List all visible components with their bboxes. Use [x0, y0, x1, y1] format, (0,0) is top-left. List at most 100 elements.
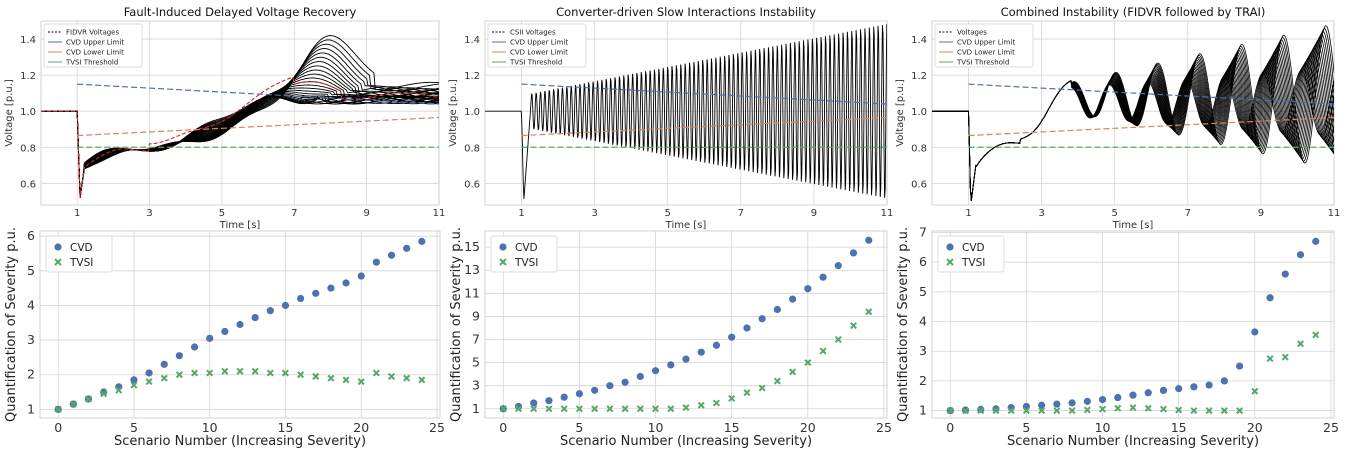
y-tick-label: 3 — [919, 343, 927, 358]
legend-marker-cvd — [54, 243, 62, 251]
legend-marker-tvsi — [946, 258, 954, 266]
y-tick-label: 15 — [464, 239, 480, 254]
tvsi-point — [1144, 404, 1152, 412]
x-axis-label: Scenario Number (Increasing Severity) — [114, 434, 366, 449]
y-tick-label: 11 — [464, 285, 480, 300]
cvd-point — [1251, 328, 1259, 336]
tvsi-point — [652, 405, 660, 413]
cvd-point — [1129, 391, 1137, 399]
tvsi-point — [84, 395, 92, 403]
cvd-point — [1266, 294, 1274, 302]
tvsi-point — [160, 374, 168, 382]
cvd-point — [743, 324, 751, 332]
y-tick-label: 3 — [472, 378, 480, 393]
y-tick-label: 1.4 — [911, 35, 927, 46]
tvsi-point — [175, 371, 183, 379]
y-tick-label: 1 — [472, 401, 480, 416]
cvd-point — [636, 372, 644, 381]
tvsi-point — [946, 407, 954, 415]
tvsi-point — [1296, 340, 1305, 348]
tvsi-point — [115, 386, 123, 394]
tvsi-point — [758, 384, 766, 392]
cvd-point — [849, 249, 858, 257]
y-tick-label: 2 — [919, 373, 927, 388]
y-tick-label: 1.2 — [20, 71, 36, 82]
axes-frame — [39, 230, 441, 419]
axes-frame — [484, 20, 888, 206]
tvsi-point — [1099, 405, 1107, 413]
x-tick-label: 5 — [575, 420, 583, 435]
cvd-point — [327, 284, 335, 292]
legend-box — [934, 23, 1034, 68]
y-tick-label: 1.2 — [464, 71, 480, 82]
y-axis-label: Quantification of Severity p.u. — [449, 227, 464, 422]
tvsi-point — [1007, 407, 1015, 415]
legend: FIDVR Voltages CVD Upper Limit CVD Lower L… — [43, 23, 143, 68]
y-tick-label: 4 — [919, 314, 927, 329]
x-tick-label: 0 — [946, 420, 954, 435]
y-tick-label: 0.8 — [20, 143, 36, 154]
legend-box — [937, 235, 1005, 273]
cvd-series — [499, 236, 873, 413]
x-tick-label: 5 — [665, 208, 671, 219]
x-tick-label: 25 — [1323, 420, 1339, 435]
x-tick-label: 1 — [518, 208, 524, 219]
cvd-point — [865, 236, 873, 244]
y-tick-label: 1.4 — [464, 35, 480, 46]
legend-label: CVD Lower Limit — [957, 49, 1015, 57]
cvd-point — [1068, 399, 1076, 407]
cvd-point — [621, 378, 629, 386]
voltage-traces — [41, 35, 439, 198]
y-tick-label: 0.8 — [911, 143, 927, 154]
y-tick-label: 1.0 — [911, 107, 927, 118]
tvsi-point — [1205, 407, 1213, 415]
legend-label: CVD Upper Limit — [957, 39, 1015, 47]
y-tick-label: 6 — [27, 228, 35, 243]
cvd-point — [1235, 362, 1244, 370]
tvsi-point — [961, 407, 970, 415]
tvsi-point — [514, 405, 523, 413]
tvsi-point — [865, 308, 873, 316]
voltage-trace — [932, 55, 1334, 201]
tvsi-series — [946, 331, 1320, 415]
y-tick-label: 5 — [472, 355, 480, 370]
cvd-point — [403, 244, 411, 252]
grid — [932, 231, 1334, 418]
y-tick-label: 9 — [472, 308, 480, 323]
cvd-point — [575, 390, 584, 398]
voltage-trace — [41, 48, 439, 198]
y-axis-label: Quantification of Severity p.u. — [4, 227, 19, 422]
tvsi-point — [773, 377, 781, 385]
y-tick-label: 1 — [27, 401, 35, 416]
tvsi-point — [418, 376, 426, 384]
chart-4: 0 5 10 15 20 25 1 2 3 4 5 6 Scenario Number (Increas… — [4, 227, 445, 449]
tvsi-point — [1022, 407, 1030, 415]
tvsi-point — [327, 374, 335, 382]
voltage-traces — [485, 24, 887, 199]
chart-2: 1 3 5 7 9 11 0.6 0.8 1.0 1.2 1.4 Time [s] Voltage [p… — [448, 5, 893, 231]
tvsi-point — [712, 399, 720, 407]
cvd-point — [545, 397, 553, 405]
tvsi-point — [545, 405, 553, 413]
tvsi-point — [743, 389, 751, 397]
legend-label: CVD Upper Limit — [510, 39, 568, 47]
cvd-point — [834, 262, 842, 270]
cvd-point — [712, 341, 721, 349]
tvsi-point — [1281, 353, 1289, 361]
tvsi-point — [372, 369, 380, 377]
tvsi-point — [591, 405, 599, 413]
x-tick-label: 0 — [54, 420, 62, 435]
tvsi-point — [357, 378, 365, 386]
tvsi-point — [206, 369, 214, 377]
voltage-trace — [485, 24, 887, 199]
voltage-trace — [41, 35, 439, 198]
cvd-point — [281, 301, 290, 310]
tvsi-point — [69, 400, 77, 408]
cvd-point — [1159, 386, 1168, 394]
x-tick-label: 1 — [74, 208, 80, 219]
cvd-point — [1205, 381, 1213, 389]
cvd-point — [312, 289, 320, 297]
cvd-point — [728, 333, 736, 341]
